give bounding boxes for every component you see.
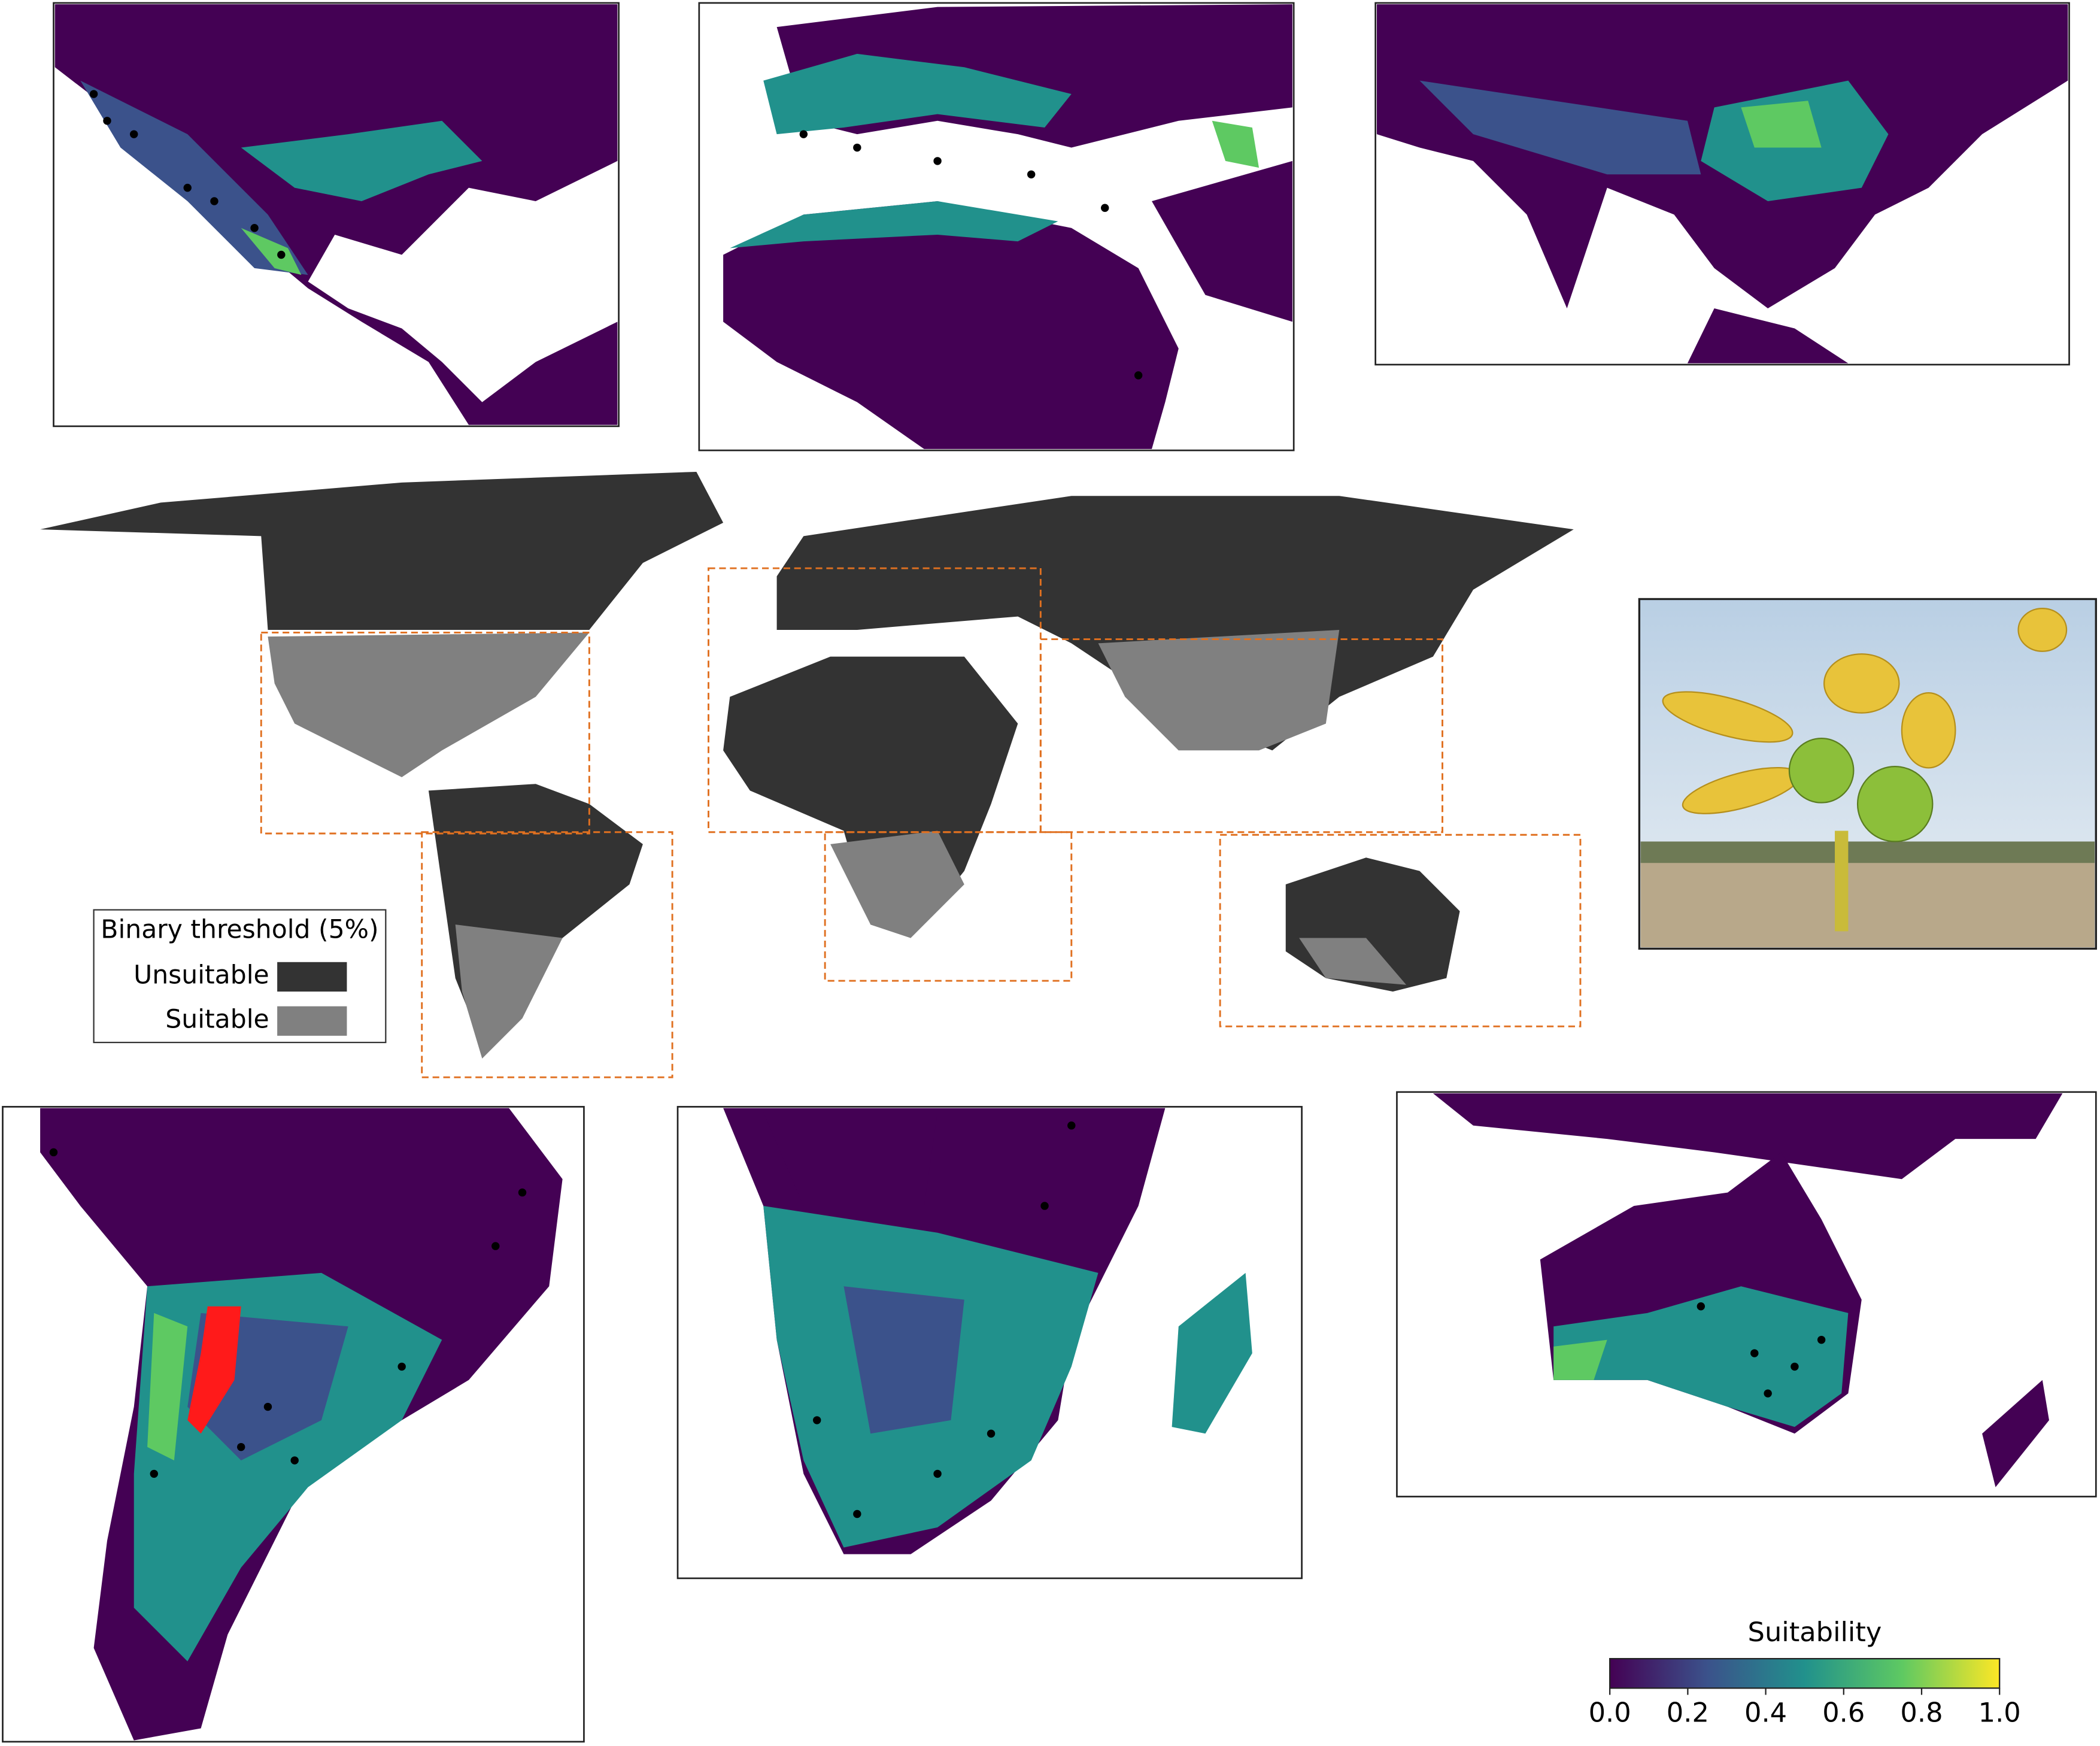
map-europe-africa — [698, 2, 1295, 451]
colorbar-title: Suitability — [1748, 1616, 1882, 1648]
map-australia — [1396, 1091, 2097, 1498]
legend-swatch — [277, 962, 347, 992]
legend-title: Binary threshold (5%) — [101, 916, 378, 945]
map-north-america — [53, 2, 620, 428]
colorbar-tick-label: 0.6 — [1822, 1696, 1865, 1728]
legend-label: Suitable — [165, 1005, 269, 1034]
colorbar: Suitability 0.0 0.2 0.4 0.6 0.8 1.0 — [1589, 1616, 2021, 1728]
legend-swatch — [277, 1006, 347, 1036]
colorbar-tick-label: 0.2 — [1667, 1696, 1709, 1728]
binary-legend: Binary threshold (5%) Unsuitable Suitable — [93, 909, 387, 1044]
legend-label: Unsuitable — [133, 961, 269, 990]
map-asia — [1374, 2, 2070, 366]
colorbar-tick-label: 0.0 — [1589, 1696, 1631, 1728]
colorbar-tick-label: 0.8 — [1900, 1696, 1943, 1728]
map-southern-africa — [676, 1106, 1303, 1580]
flower-photo — [1638, 598, 2097, 950]
world-binary-map — [40, 471, 1582, 1078]
colorbar-tick-label: 1.0 — [1978, 1696, 2021, 1728]
colorbar-gradient — [1609, 1658, 2001, 1689]
colorbar-tick-label: 0.4 — [1744, 1696, 1787, 1728]
map-south-america — [2, 1106, 585, 1743]
